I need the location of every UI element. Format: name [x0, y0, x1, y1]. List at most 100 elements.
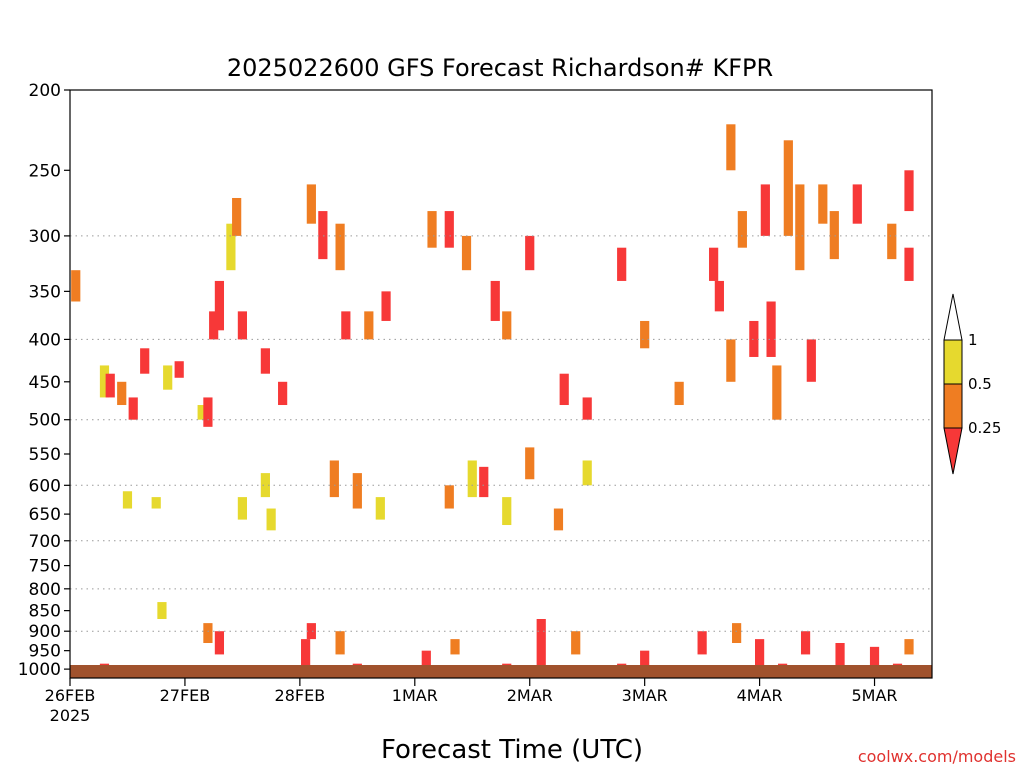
ri-cell-32: [640, 320, 650, 349]
ri-cell-13: [237, 311, 247, 340]
ri-cell-81: [755, 639, 765, 666]
ri-cell-20: [341, 311, 351, 340]
plot-background: [70, 90, 932, 678]
ri-cell-9: [203, 397, 213, 427]
x-tick-label-26FEB: 26FEB: [45, 686, 96, 705]
ri-cell-24: [444, 211, 454, 248]
ri-cell-52: [260, 473, 270, 498]
y-tick-label-400: 400: [29, 330, 61, 350]
ri-cell-48: [852, 184, 862, 224]
plot-area: [70, 90, 932, 678]
colorbar-yellow-bin: [943, 339, 963, 385]
ri-cell-79: [697, 631, 707, 655]
ri-cell-17: [306, 184, 316, 224]
ri-cell-53: [329, 460, 339, 498]
x-start-year: 2025: [50, 706, 91, 725]
ri-cell-12: [226, 223, 236, 271]
ri-cell-85: [904, 639, 914, 655]
y-tick-label-450: 450: [29, 373, 61, 393]
ri-cell-49: [887, 223, 897, 260]
y-tick-label-650: 650: [29, 505, 61, 525]
ri-cell-35: [714, 280, 724, 312]
ri-cell-84: [869, 646, 880, 666]
ri-cell-7: [174, 361, 184, 378]
ri-cell-15: [260, 348, 270, 374]
y-axis: 200 250 300 350 400 450 500 550 600 650 700 750 8008…: [18, 81, 70, 680]
x-tick-label-2MAR: 2MAR: [507, 686, 553, 705]
x-tick-label-28FEB: 28FEB: [275, 686, 326, 705]
ri-cell-23: [427, 211, 437, 248]
y-tick-label-950: 950: [29, 642, 61, 662]
ri-cell-64: [151, 497, 161, 509]
y-tick-label-600: 600: [29, 476, 61, 496]
ri-cell-58: [479, 466, 489, 498]
ri-cell-8: [197, 405, 207, 420]
ri-cell-54: [352, 473, 362, 509]
ri-cell-80: [732, 623, 742, 644]
ri-cell-10: [209, 311, 219, 340]
ri-cell-73: [421, 650, 431, 666]
y-tick-label-750: 750: [29, 557, 61, 577]
ri-cell-1: [99, 365, 110, 398]
y-tick-label-300: 300: [29, 227, 61, 247]
ri-cell-70: [306, 623, 316, 640]
ri-cell-67: [157, 602, 167, 620]
colorbar-top-arrow: [943, 293, 963, 341]
ri-cell-55: [375, 497, 385, 520]
colorbar-legend: 1 0.5 0.25: [943, 293, 1001, 475]
plot-frame: [69, 89, 933, 679]
y-tick-label-550: 550: [29, 445, 61, 465]
y-tick-label-350: 350: [29, 282, 61, 302]
colorbar-label-2: 0.25: [968, 419, 1001, 437]
ri-cell-5: [140, 348, 150, 374]
y-tick-label-850: 850: [29, 602, 61, 622]
ri-cell-29: [559, 373, 569, 406]
ri-cell-76: [536, 643, 546, 670]
ri-cell-19: [335, 223, 345, 271]
chart-title: 2025022600 GFS Forecast Richardson# KFPR: [227, 54, 773, 82]
ri-cell-40: [760, 184, 770, 236]
x-axis-label: Forecast Time (UTC): [381, 735, 643, 765]
y-tick-label-1000: 1000: [18, 660, 61, 680]
colorbar-orange-bin: [943, 383, 963, 429]
ri-cell-11: [214, 280, 225, 331]
ri-cell-50: [904, 247, 914, 281]
ri-cell-66: [266, 508, 276, 531]
ri-cell-69: [214, 631, 225, 655]
ri-cell-57: [467, 460, 477, 498]
ri-cell-21: [364, 311, 374, 340]
ri-cell-43: [783, 140, 793, 236]
ri-cell-75: [536, 619, 546, 644]
ri-cell-62: [582, 460, 592, 486]
ri-cell-51: [904, 170, 914, 212]
y-tick-label-250: 250: [29, 161, 61, 181]
ri-cell-33: [674, 381, 684, 406]
ri-cell-61: [553, 508, 564, 531]
ri-cell-72: [335, 631, 345, 655]
ri-cell-6: [163, 365, 173, 390]
ri-cell-25: [461, 235, 472, 271]
x-tick-label-4MAR: 4MAR: [737, 686, 783, 705]
ri-cell-22: [381, 291, 391, 321]
ri-cell-34: [709, 247, 719, 281]
ri-cell-82: [800, 631, 811, 655]
y-tick-label-900: 900: [29, 622, 61, 642]
ri-cell-68: [203, 623, 213, 644]
x-tick-label-5MAR: 5MAR: [852, 686, 898, 705]
y-tick-label-800: 800: [29, 580, 61, 600]
x-tick-label-3MAR: 3MAR: [622, 686, 668, 705]
grid-lines: [70, 235, 932, 632]
richardson-cells: [71, 124, 914, 673]
ri-cell-83: [835, 643, 845, 666]
colorbar-label-1: 0.5: [968, 375, 992, 393]
ri-cell-74: [450, 639, 460, 655]
ri-cell-45: [806, 339, 816, 382]
ri-cell-44: [795, 184, 805, 271]
ri-cell-38: [737, 211, 747, 248]
ri-cell-77: [571, 631, 581, 655]
ri-cell-63: [122, 491, 133, 509]
x-axis: 26FEB 27FEB 28FEB 1MAR 2MAR 3MAR 4MAR 5MAR: [45, 678, 898, 705]
x-tick-label-1MAR: 1MAR: [392, 686, 438, 705]
y-tick-label-200: 200: [29, 81, 61, 101]
ri-cell-27: [502, 311, 512, 340]
